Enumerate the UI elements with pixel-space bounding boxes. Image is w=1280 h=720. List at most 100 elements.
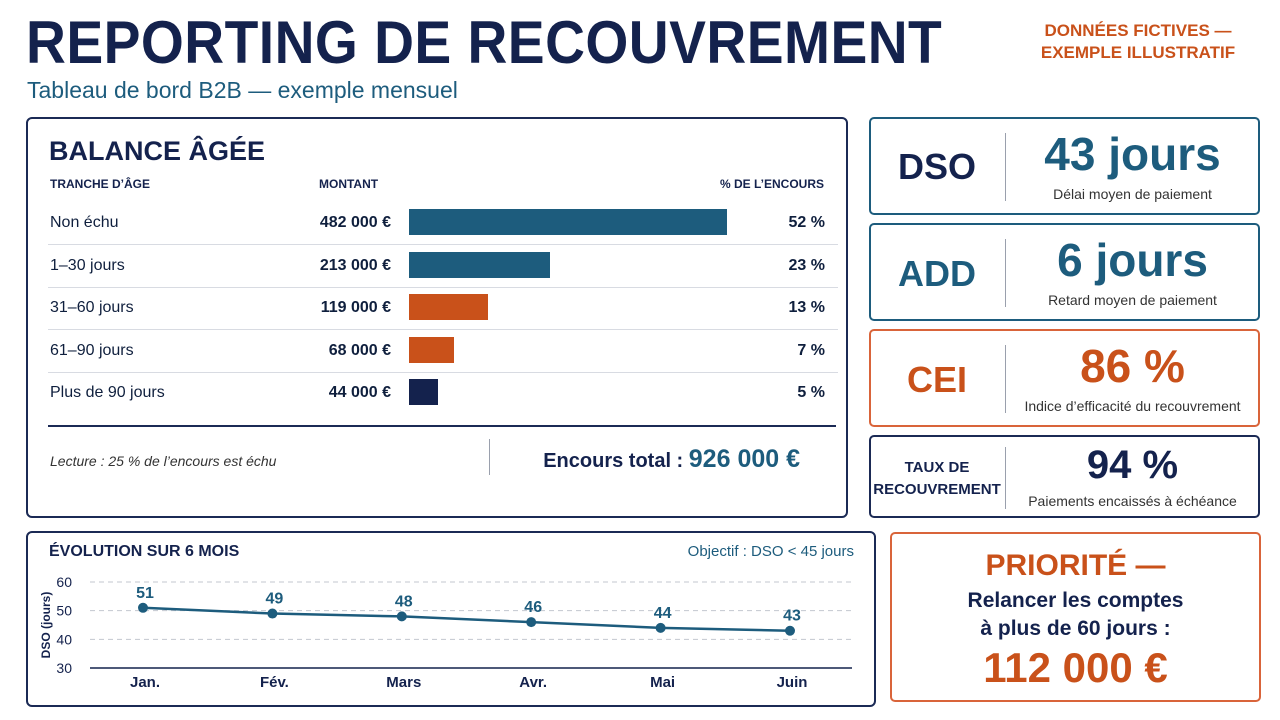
aging-bar xyxy=(409,294,488,320)
disclaimer: DONNÉES FICTIVES — EXEMPLE ILLUSTRATIF xyxy=(1018,20,1258,64)
dso-data-point xyxy=(785,625,795,636)
aging-row-percent: 23 % xyxy=(788,257,825,274)
kpi-desc-cei: Indice d’efficacité du recouvrement xyxy=(1024,398,1241,414)
kpi-name-recovery-rate: TAUX DE RECOUVREMENT xyxy=(871,457,1003,501)
dso-data-point xyxy=(526,617,537,628)
x-tick-label: Juin xyxy=(777,674,808,691)
kpi-value-dso: 43 jours xyxy=(1044,128,1221,180)
y-tick-label: 40 xyxy=(56,631,72,647)
kpi-value-recovery-rate: 94 % xyxy=(1086,443,1179,487)
aging-row-label: Non échu xyxy=(50,214,119,231)
kpi-divider xyxy=(1005,239,1006,307)
aging-bar xyxy=(409,379,439,405)
row-divider xyxy=(48,372,838,373)
dso-data-label: 44 xyxy=(654,605,672,622)
total-outstanding: Encours total : 926 000 € xyxy=(543,445,800,474)
disclaimer-line-2: EXEMPLE ILLUSTRATIF xyxy=(1040,43,1236,62)
kpi-name-line-2: RECOUVREMENT xyxy=(873,481,1001,498)
dso-data-label: 51 xyxy=(136,585,154,602)
x-tick-label: Fév. xyxy=(260,674,289,691)
x-tick-label: Jan. xyxy=(130,674,160,691)
x-tick-label: Avr. xyxy=(519,674,547,691)
row-divider xyxy=(48,287,838,288)
y-axis-label: DSO (jours) xyxy=(39,592,53,659)
aging-row-amount: 213 000 € xyxy=(319,257,391,274)
kpi-divider xyxy=(1005,133,1006,201)
page-title: REPORTING DE RECOUVREMENT xyxy=(26,9,943,76)
col-header-amount: MONTANT xyxy=(319,177,379,191)
kpi-name-line-1: TAUX DE xyxy=(904,459,970,476)
priority-panel: PRIORITÉ — Relancer les comptes à plus d… xyxy=(890,532,1261,702)
dso-data-label: 46 xyxy=(524,599,542,616)
aging-row-amount: 482 000 € xyxy=(319,214,391,231)
priority-amount: 112 000 € xyxy=(983,644,1168,691)
kpi-card-recovery-rate: TAUX DE RECOUVREMENT 94 % Paiements enca… xyxy=(869,435,1260,518)
aging-row-percent: 7 % xyxy=(797,342,825,359)
aging-row-percent: 13 % xyxy=(788,299,825,316)
aging-row: 61–90 jours 68 000 € 7 % xyxy=(48,330,838,373)
aging-row-amount: 44 000 € xyxy=(328,384,391,401)
kpi-divider xyxy=(1005,345,1006,413)
dso-data-label: 43 xyxy=(783,608,801,625)
trend-panel: ÉVOLUTION SUR 6 MOIS Objectif : DSO < 45… xyxy=(26,531,876,707)
aging-bar xyxy=(409,252,550,278)
aging-bar xyxy=(409,209,727,235)
trend-target: Objectif : DSO < 45 jours xyxy=(687,543,854,560)
aging-row-percent: 5 % xyxy=(797,384,825,401)
aging-row-amount: 119 000 € xyxy=(320,299,391,316)
x-tick-label: Mars xyxy=(386,674,421,691)
kpi-desc-add: Retard moyen de paiement xyxy=(1048,292,1217,308)
kpi-desc-dso: Délai moyen de paiement xyxy=(1053,186,1212,202)
priority-title: PRIORITÉ — xyxy=(985,549,1166,582)
priority-line-2: à plus de 60 jours : xyxy=(980,617,1171,640)
col-header-bucket: TRANCHE D’ÂGE xyxy=(50,177,151,191)
dso-data-point xyxy=(267,608,278,619)
total-value: 926 000 € xyxy=(688,445,800,473)
aging-row-label: Plus de 90 jours xyxy=(50,384,165,401)
aging-row-amount: 68 000 € xyxy=(328,342,391,359)
kpi-divider xyxy=(1005,447,1006,509)
aging-row: 31–60 jours 119 000 € 13 % xyxy=(48,287,838,330)
dso-data-point xyxy=(655,622,666,633)
aging-row-label: 61–90 jours xyxy=(50,342,134,359)
dso-series-line xyxy=(142,606,791,632)
kpi-name-add: ADD xyxy=(898,253,976,294)
row-divider xyxy=(48,244,838,245)
kpi-name-cei: CEI xyxy=(906,359,967,400)
x-tick-label: Mai xyxy=(650,674,675,691)
kpi-value-add: 6 jours xyxy=(1057,234,1208,286)
total-label: Encours total : xyxy=(543,450,689,472)
kpi-value-cei: 86 % xyxy=(1080,340,1185,392)
aging-row-percent: 52 % xyxy=(788,214,825,231)
dso-data-point xyxy=(396,611,407,622)
aging-title: BALANCE ÂGÉE xyxy=(49,136,266,166)
y-tick-label: 60 xyxy=(56,574,72,590)
aging-note: Lecture : 25 % de l’encours est échu xyxy=(50,453,277,469)
page-subtitle: Tableau de bord B2B — exemple mensuel xyxy=(27,77,458,103)
dso-data-label: 48 xyxy=(395,593,413,610)
col-header-percent: % DE L’ENCOURS xyxy=(719,177,824,191)
vertical-divider xyxy=(489,439,490,475)
dso-data-point xyxy=(138,602,148,613)
aging-row-label: 1–30 jours xyxy=(50,257,125,274)
dso-data-label: 49 xyxy=(266,591,284,608)
kpi-card-add: ADD 6 jours Retard moyen de paiement xyxy=(869,223,1260,321)
aging-bar xyxy=(409,337,454,363)
row-divider xyxy=(48,329,838,330)
aging-row-label: 31–60 jours xyxy=(50,299,134,316)
kpi-card-dso: DSO 43 jours Délai moyen de paiement xyxy=(869,117,1260,215)
aging-row: Plus de 90 jours 44 000 € 5 % xyxy=(48,372,838,415)
trend-title: ÉVOLUTION SUR 6 MOIS xyxy=(49,543,240,560)
aging-row: 1–30 jours 213 000 € 23 % xyxy=(48,245,838,288)
kpi-name-dso: DSO xyxy=(897,146,976,187)
aging-balance-panel: BALANCE ÂGÉE TRANCHE D’ÂGE MONTANT % DE … xyxy=(26,117,848,518)
y-tick-label: 50 xyxy=(56,603,72,619)
aging-row: Non échu 482 000 € 52 % xyxy=(48,202,838,245)
kpi-card-cei: CEI 86 % Indice d’efficacité du recouvre… xyxy=(869,329,1260,427)
priority-line-1: Relancer les comptes xyxy=(967,589,1184,612)
disclaimer-line-1: DONNÉES FICTIVES — xyxy=(1044,21,1232,40)
y-tick-label: 30 xyxy=(56,660,72,676)
kpi-desc-recovery-rate: Paiements encaissés à échéance xyxy=(1028,493,1237,509)
aging-divider xyxy=(48,425,836,427)
